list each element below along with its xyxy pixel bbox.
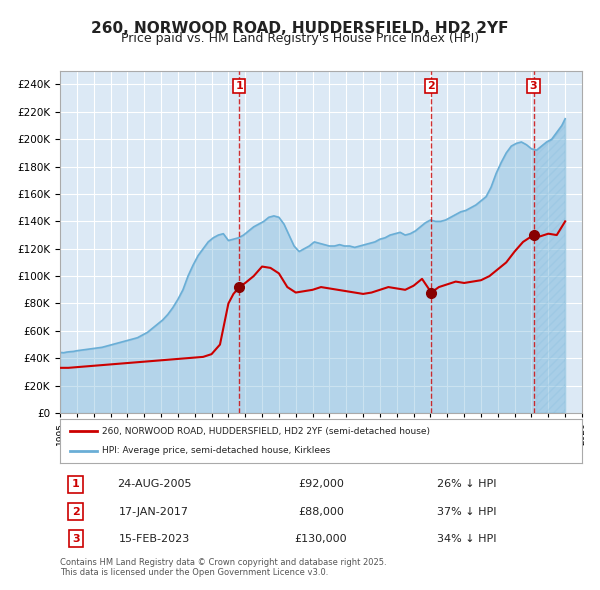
Text: 24-AUG-2005: 24-AUG-2005: [117, 479, 191, 489]
Text: 15-FEB-2023: 15-FEB-2023: [118, 534, 190, 544]
Text: £92,000: £92,000: [298, 479, 344, 489]
Text: 260, NORWOOD ROAD, HUDDERSFIELD, HD2 2YF: 260, NORWOOD ROAD, HUDDERSFIELD, HD2 2YF: [91, 21, 509, 35]
Text: 3: 3: [72, 534, 79, 544]
Text: 17-JAN-2017: 17-JAN-2017: [119, 507, 189, 516]
Text: Contains HM Land Registry data © Crown copyright and database right 2025.
This d: Contains HM Land Registry data © Crown c…: [60, 558, 386, 577]
Text: 3: 3: [530, 81, 538, 91]
Text: 34% ↓ HPI: 34% ↓ HPI: [437, 534, 497, 544]
Text: 1: 1: [235, 81, 243, 91]
Text: 37% ↓ HPI: 37% ↓ HPI: [437, 507, 497, 516]
Text: 1: 1: [72, 479, 80, 489]
Text: 260, NORWOOD ROAD, HUDDERSFIELD, HD2 2YF (semi-detached house): 260, NORWOOD ROAD, HUDDERSFIELD, HD2 2YF…: [102, 427, 430, 436]
Text: 26% ↓ HPI: 26% ↓ HPI: [437, 479, 497, 489]
Text: 2: 2: [427, 81, 435, 91]
Text: 2: 2: [72, 507, 80, 516]
Text: £88,000: £88,000: [298, 507, 344, 516]
Text: £130,000: £130,000: [295, 534, 347, 544]
Text: HPI: Average price, semi-detached house, Kirklees: HPI: Average price, semi-detached house,…: [102, 446, 330, 455]
Text: Price paid vs. HM Land Registry's House Price Index (HPI): Price paid vs. HM Land Registry's House …: [121, 32, 479, 45]
